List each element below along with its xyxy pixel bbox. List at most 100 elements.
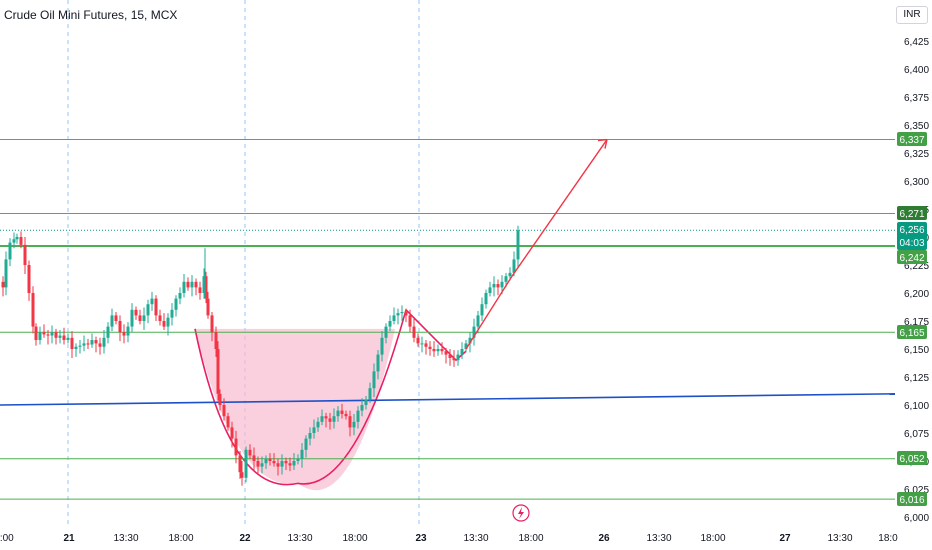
candlestick-series (1, 225, 520, 486)
candle-body (500, 281, 504, 288)
badge-r2-label: 6,271 (899, 209, 924, 220)
x-tick-label: 18:00 (168, 533, 193, 544)
candle-body (134, 309, 138, 316)
candle-body (352, 421, 356, 428)
projection-arrowhead (597, 138, 608, 149)
x-tick-label: 18:00 (342, 533, 367, 544)
blue-trendline (0, 393, 896, 406)
support-resistance-levels (0, 139, 895, 500)
price-axis[interactable]: 6,4256,4006,3756,3506,3256,3006,2756,250… (904, 37, 929, 524)
badge-last: 6,256 04:03 (897, 222, 927, 250)
candle-body (440, 349, 444, 352)
candle-body (256, 461, 260, 467)
candle-body (460, 349, 464, 355)
candle-body (142, 315, 146, 321)
x-tick-label: 18:00 (700, 533, 725, 544)
candle-body (280, 461, 284, 467)
candle-body (27, 265, 31, 293)
candle-body (432, 349, 436, 352)
candle-body (244, 449, 248, 478)
candle-body (456, 354, 460, 361)
candle-body (234, 438, 238, 456)
candle-body (516, 230, 520, 260)
candle-body (194, 281, 198, 288)
badge-r6-label: 6,016 (899, 495, 924, 506)
x-tick-label: 13:30 (463, 533, 488, 544)
currency-label[interactable]: INR (896, 6, 928, 24)
y-tick-label: 6,200 (904, 289, 929, 300)
candle-body (328, 418, 332, 422)
badge-r1: 6,337 (897, 132, 927, 146)
candle-body (78, 345, 82, 347)
projection-arrow (465, 138, 608, 350)
candle-body (222, 405, 226, 417)
candle-body (182, 281, 186, 293)
candle-body (388, 321, 392, 327)
y-tick-label: 6,150 (904, 345, 929, 356)
x-tick-label: 26 (598, 533, 610, 544)
candle-body (272, 461, 276, 464)
candle-body (508, 272, 512, 277)
candle-body (126, 326, 130, 336)
candle-body (376, 354, 380, 372)
candle-body (38, 332, 42, 341)
candle-body (31, 293, 35, 327)
y-tick-label: 6,375 (904, 93, 929, 104)
x-tick-label: 13:30 (287, 533, 312, 544)
candle-body (400, 312, 404, 314)
candle-body (23, 244, 27, 265)
candle-body (1, 281, 5, 288)
candle-body (150, 298, 154, 305)
candle-body (90, 340, 94, 345)
y-tick-label: 6,425 (904, 37, 929, 48)
time-axis[interactable]: 4:00 21 13:30 18:00 22 13:30 18:00 23 13:30 18:00… (0, 533, 898, 544)
x-tick-label: 22 (239, 533, 251, 544)
candle-body (420, 343, 424, 345)
candle-body (226, 416, 230, 428)
candle-body (162, 321, 166, 327)
candle-body (146, 304, 150, 316)
y-tick-label: 6,325 (904, 149, 929, 160)
candle-body (320, 416, 324, 422)
candle-body (348, 416, 352, 428)
candle-body (218, 393, 222, 405)
candle-body (392, 315, 396, 321)
candle-body (360, 405, 364, 411)
candle-body (206, 298, 210, 316)
candle-body (404, 312, 408, 316)
candle-body (340, 410, 344, 414)
candle-body (308, 433, 312, 439)
y-tick-label: 6,175 (904, 317, 929, 328)
candle-body (344, 413, 348, 417)
trendline (0, 393, 896, 406)
candle-body (416, 337, 420, 344)
x-tick-label: 27 (779, 533, 791, 544)
badge-r1-label: 6,337 (899, 135, 924, 146)
candle-body (66, 337, 70, 341)
candle-body (264, 458, 268, 464)
candle-body (248, 449, 252, 456)
candle-body (252, 455, 256, 461)
candle-body (452, 357, 456, 361)
candle-body (4, 259, 8, 288)
x-tick-label: 4:00 (0, 533, 14, 544)
candle-body (122, 332, 126, 336)
x-tick-label: 13:30 (827, 533, 852, 544)
candle-body (408, 315, 412, 327)
badge-countdown: 04:03 (899, 238, 924, 249)
candle-body (372, 371, 376, 389)
y-tick-label: 6,000 (904, 513, 929, 524)
candle-body (54, 332, 58, 338)
candle-body (496, 284, 500, 288)
badge-r3: 6,242 (897, 250, 927, 264)
x-tick-label: 23 (415, 533, 427, 544)
candle-body (324, 416, 328, 419)
x-tick-label: 13:30 (113, 533, 138, 544)
cup-outline (194, 309, 407, 486)
candle-body (364, 399, 368, 405)
lightning-icon[interactable] (512, 504, 530, 522)
candle-body (114, 315, 118, 321)
candle-body (82, 343, 86, 346)
candle-body (300, 449, 304, 459)
